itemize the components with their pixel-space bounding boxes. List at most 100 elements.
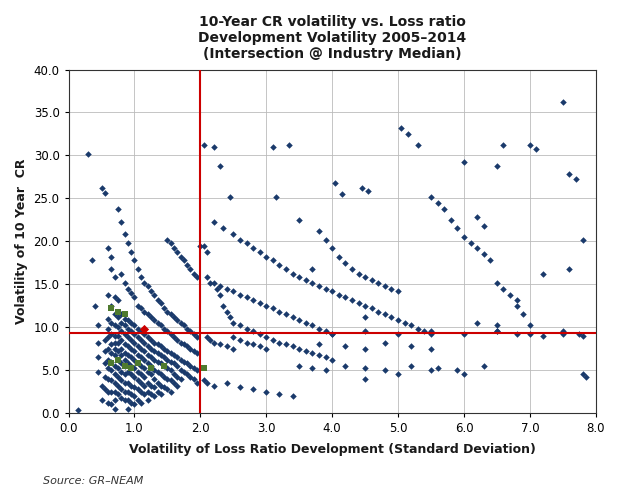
Point bbox=[472, 244, 482, 252]
Point bbox=[242, 339, 252, 347]
Point bbox=[130, 400, 140, 408]
Point bbox=[93, 340, 103, 347]
Point bbox=[175, 366, 185, 374]
Point bbox=[525, 141, 535, 149]
Point bbox=[360, 328, 370, 335]
Point bbox=[492, 278, 502, 286]
Point bbox=[93, 368, 103, 376]
Point bbox=[140, 347, 149, 355]
Point bbox=[143, 333, 153, 341]
Point bbox=[126, 399, 136, 407]
Point bbox=[275, 261, 285, 269]
Point bbox=[146, 362, 156, 370]
Point bbox=[136, 345, 146, 352]
Point bbox=[136, 379, 146, 387]
Point bbox=[143, 396, 153, 404]
Point bbox=[169, 351, 179, 359]
Point bbox=[321, 328, 330, 335]
Point bbox=[172, 353, 182, 361]
Point bbox=[153, 388, 162, 396]
Point bbox=[288, 313, 298, 321]
Point bbox=[100, 347, 110, 355]
Point bbox=[192, 274, 202, 281]
Point bbox=[492, 328, 502, 335]
Point bbox=[149, 316, 159, 324]
Point bbox=[130, 322, 140, 330]
Point bbox=[133, 377, 143, 384]
Point bbox=[130, 356, 140, 364]
Point bbox=[172, 362, 182, 370]
Point bbox=[235, 291, 245, 298]
Point bbox=[337, 190, 347, 198]
Point bbox=[261, 253, 271, 260]
Point bbox=[275, 308, 285, 315]
Point bbox=[113, 390, 123, 398]
Point bbox=[479, 222, 489, 230]
Point bbox=[143, 342, 153, 350]
Point bbox=[327, 330, 337, 338]
Point bbox=[87, 256, 97, 264]
Point bbox=[360, 375, 370, 382]
Point bbox=[308, 265, 317, 273]
Point bbox=[146, 336, 156, 344]
Point bbox=[228, 345, 238, 352]
Point bbox=[100, 385, 110, 393]
Point bbox=[242, 239, 252, 247]
Point bbox=[498, 285, 508, 293]
Point bbox=[179, 368, 189, 376]
Point bbox=[228, 230, 238, 238]
Point bbox=[123, 333, 133, 341]
Point bbox=[110, 405, 120, 413]
Point bbox=[136, 336, 146, 344]
Point bbox=[146, 287, 156, 295]
Point bbox=[117, 311, 126, 318]
Point bbox=[228, 319, 238, 327]
Point bbox=[133, 368, 143, 376]
Point bbox=[126, 390, 136, 398]
Point bbox=[172, 336, 182, 344]
Point bbox=[120, 278, 130, 286]
Point bbox=[406, 362, 416, 370]
Point bbox=[156, 382, 166, 389]
Point bbox=[117, 359, 126, 367]
Point bbox=[268, 336, 278, 344]
Point bbox=[146, 370, 156, 378]
Point bbox=[107, 304, 117, 312]
Point bbox=[208, 278, 218, 286]
Point bbox=[120, 356, 130, 364]
Point bbox=[117, 319, 126, 327]
Point bbox=[110, 311, 120, 318]
Point bbox=[314, 325, 324, 333]
Point bbox=[166, 349, 175, 357]
Point bbox=[100, 373, 110, 381]
Point bbox=[107, 330, 117, 338]
Point bbox=[192, 349, 202, 357]
Point bbox=[380, 339, 390, 347]
Point bbox=[340, 293, 350, 301]
Point bbox=[248, 341, 258, 348]
Point bbox=[136, 353, 146, 361]
Point bbox=[360, 274, 370, 281]
Point bbox=[90, 302, 100, 310]
Point bbox=[242, 325, 252, 333]
Point bbox=[140, 325, 149, 333]
Point bbox=[166, 239, 175, 247]
Point bbox=[159, 383, 169, 391]
Point bbox=[268, 256, 278, 264]
Point bbox=[485, 256, 495, 264]
Point bbox=[110, 293, 120, 301]
Point bbox=[133, 342, 143, 350]
Point bbox=[133, 265, 143, 273]
Point bbox=[156, 390, 166, 398]
Point bbox=[113, 364, 123, 372]
Point bbox=[288, 342, 298, 350]
Point bbox=[140, 330, 149, 338]
Point bbox=[117, 368, 126, 376]
Point bbox=[175, 253, 185, 260]
Point bbox=[136, 274, 146, 281]
Point bbox=[578, 370, 588, 378]
Point bbox=[235, 383, 245, 391]
Point bbox=[564, 171, 574, 178]
Point bbox=[153, 379, 162, 387]
Point bbox=[294, 362, 304, 370]
